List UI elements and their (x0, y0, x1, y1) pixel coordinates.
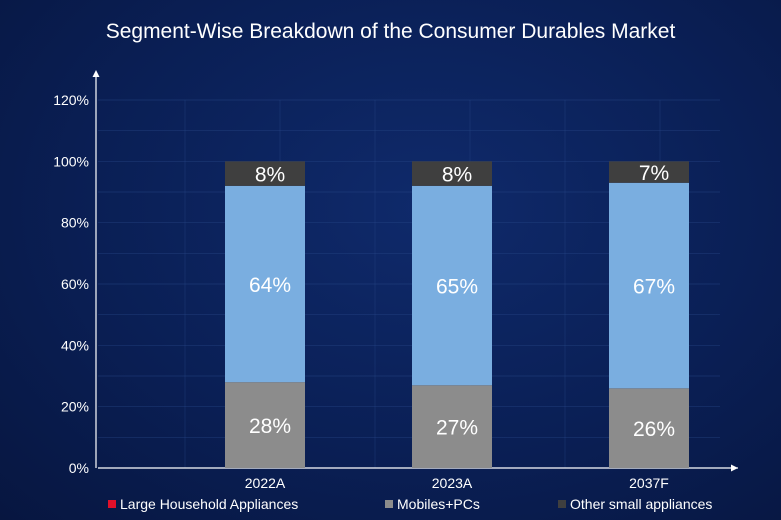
data-label: 67% (633, 276, 675, 299)
legend-swatch (558, 500, 566, 508)
legend-label: Large Household Appliances (120, 496, 299, 512)
legend-swatch (108, 500, 116, 508)
data-label: 28% (249, 415, 291, 438)
y-axis-arrow (92, 70, 100, 77)
y-tick-label: 60% (61, 276, 89, 292)
legend-label: Other small appliances (570, 496, 713, 512)
y-tick-label: 80% (61, 215, 89, 231)
y-tick-label: 100% (53, 153, 89, 169)
y-tick-label: 20% (61, 399, 89, 415)
data-label: 8% (442, 164, 472, 187)
y-tick-label: 0% (69, 460, 89, 476)
legend: Large Household Appliances Mobiles+PCs O… (0, 496, 781, 516)
bar-segment (225, 185, 305, 383)
data-label: 27% (436, 417, 478, 440)
legend-item-other-small-appliances: Other small appliances (558, 496, 712, 512)
x-category-label: 2022A (245, 475, 286, 491)
bar-segment (609, 388, 689, 468)
bar-segment (225, 382, 305, 468)
chart-title: Segment-Wise Breakdown of the Consumer D… (105, 20, 676, 43)
bars: 28% 64% 8% 27% 65% 8% 26% 67% 7% (225, 161, 689, 468)
y-tick-label: 120% (53, 92, 89, 108)
y-axis-ticks: 0% 20% 40% 60% 80% 100% 120% (53, 92, 89, 476)
x-category-label: 2023A (432, 475, 473, 491)
data-label: 8% (255, 164, 285, 187)
x-category-label: 2037F (629, 475, 669, 491)
data-label: 65% (436, 276, 478, 299)
legend-item-mobiles-pcs: Mobiles+PCs (385, 496, 480, 512)
data-label: 64% (249, 274, 291, 297)
bar-segment (412, 161, 492, 186)
legend-item-large-household-appliances: Large Household Appliances (108, 496, 298, 512)
legend-swatch (385, 500, 393, 508)
data-label: 26% (633, 418, 675, 441)
bar-segment (609, 182, 689, 389)
bar-segment (412, 185, 492, 386)
bar-segment (609, 161, 689, 183)
x-axis-categories: 2022A 2023A 2037F (245, 475, 669, 491)
x-axis-arrow (731, 464, 738, 472)
y-tick-label: 40% (61, 337, 89, 353)
legend-label: Mobiles+PCs (397, 496, 480, 512)
bar-segment (225, 161, 305, 186)
bar-segment (412, 385, 492, 468)
data-label: 7% (639, 162, 669, 185)
